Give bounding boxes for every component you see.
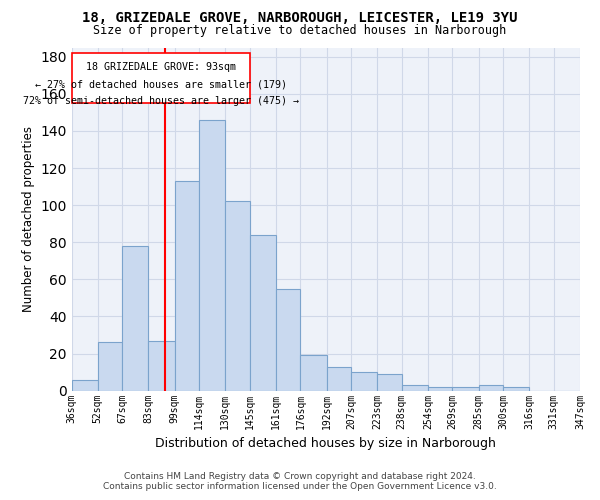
Bar (428, 387, 452, 390)
Text: Contains HM Land Registry data © Crown copyright and database right 2024.
Contai: Contains HM Land Registry data © Crown c… (103, 472, 497, 491)
Bar (225, 202, 250, 390)
Text: 18 GRIZEDALE GROVE: 93sqm: 18 GRIZEDALE GROVE: 93sqm (86, 62, 236, 72)
Bar (199, 120, 225, 390)
Y-axis label: Number of detached properties: Number of detached properties (22, 126, 35, 312)
FancyBboxPatch shape (71, 53, 250, 103)
Text: 18, GRIZEDALE GROVE, NARBOROUGH, LEICESTER, LE19 3YU: 18, GRIZEDALE GROVE, NARBOROUGH, LEICEST… (82, 11, 518, 25)
Bar (148, 340, 175, 390)
Text: Size of property relative to detached houses in Narborough: Size of property relative to detached ho… (94, 24, 506, 37)
X-axis label: Distribution of detached houses by size in Narborough: Distribution of detached houses by size … (155, 437, 496, 450)
Bar (326, 366, 351, 390)
Text: ← 27% of detached houses are smaller (179): ← 27% of detached houses are smaller (17… (35, 79, 287, 89)
Bar (276, 288, 301, 390)
Text: 72% of semi-detached houses are larger (475) →: 72% of semi-detached houses are larger (… (23, 96, 299, 106)
Bar (250, 235, 276, 390)
Bar (71, 380, 98, 390)
Bar (479, 385, 503, 390)
Bar (377, 374, 402, 390)
Bar (351, 372, 377, 390)
Bar (301, 356, 326, 390)
Bar (175, 181, 199, 390)
Bar (452, 387, 479, 390)
Bar (122, 246, 148, 390)
Bar (402, 385, 428, 390)
Bar (503, 387, 529, 390)
Bar (98, 342, 122, 390)
